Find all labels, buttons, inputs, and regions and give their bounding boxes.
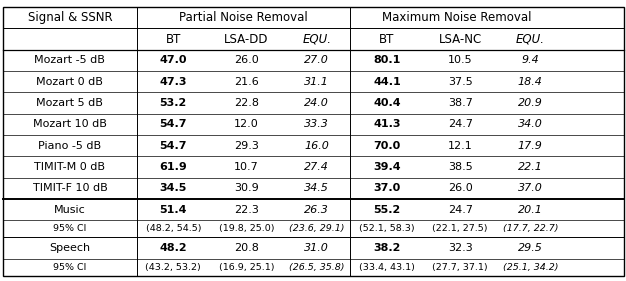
Text: 29.3: 29.3 xyxy=(234,140,259,151)
Text: 37.5: 37.5 xyxy=(448,77,473,87)
Text: 20.8: 20.8 xyxy=(234,243,259,253)
Text: 10.5: 10.5 xyxy=(448,55,473,65)
Text: (19.8, 25.0): (19.8, 25.0) xyxy=(219,224,274,233)
Text: Music: Music xyxy=(54,205,86,215)
Text: 33.3: 33.3 xyxy=(304,119,329,129)
Text: Piano -5 dB: Piano -5 dB xyxy=(38,140,101,151)
Text: 61.9: 61.9 xyxy=(160,162,187,172)
Text: Maximum Noise Removal: Maximum Noise Removal xyxy=(382,11,532,24)
Text: 54.7: 54.7 xyxy=(160,119,187,129)
Text: 34.0: 34.0 xyxy=(518,119,543,129)
Text: 32.3: 32.3 xyxy=(448,243,473,253)
Text: 51.4: 51.4 xyxy=(160,205,187,215)
Text: (26.5, 35.8): (26.5, 35.8) xyxy=(289,263,344,272)
Text: (43.2, 53.2): (43.2, 53.2) xyxy=(145,263,201,272)
Text: 22.8: 22.8 xyxy=(234,98,259,108)
Text: 16.0: 16.0 xyxy=(304,140,329,151)
Text: 70.0: 70.0 xyxy=(373,140,401,151)
Text: LSA-NC: LSA-NC xyxy=(439,33,482,46)
Text: 21.6: 21.6 xyxy=(234,77,259,87)
Text: 55.2: 55.2 xyxy=(373,205,401,215)
Text: 24.7: 24.7 xyxy=(448,119,473,129)
Text: 22.1: 22.1 xyxy=(518,162,543,172)
Text: 27.4: 27.4 xyxy=(304,162,329,172)
Text: 12.0: 12.0 xyxy=(234,119,259,129)
Text: 26.0: 26.0 xyxy=(234,55,259,65)
Text: LSA-DD: LSA-DD xyxy=(224,33,269,46)
Text: 31.1: 31.1 xyxy=(304,77,329,87)
Text: 29.5: 29.5 xyxy=(518,243,543,253)
Text: 95% CI: 95% CI xyxy=(53,224,86,233)
Text: 18.4: 18.4 xyxy=(518,77,543,87)
Text: Signal & SSNR: Signal & SSNR xyxy=(28,11,112,24)
Text: 38.2: 38.2 xyxy=(373,243,401,253)
Text: 38.7: 38.7 xyxy=(448,98,473,108)
Text: Partial Noise Removal: Partial Noise Removal xyxy=(179,11,308,24)
Text: 9.4: 9.4 xyxy=(521,55,539,65)
Text: 30.9: 30.9 xyxy=(234,183,259,193)
Text: 26.0: 26.0 xyxy=(448,183,473,193)
Text: 54.7: 54.7 xyxy=(160,140,187,151)
Text: 37.0: 37.0 xyxy=(373,183,401,193)
Text: (33.4, 43.1): (33.4, 43.1) xyxy=(359,263,415,272)
Text: (22.1, 27.5): (22.1, 27.5) xyxy=(433,224,488,233)
Text: Mozart 5 dB: Mozart 5 dB xyxy=(36,98,103,108)
Text: Mozart 0 dB: Mozart 0 dB xyxy=(36,77,103,87)
Text: EQU.: EQU. xyxy=(516,33,545,46)
Text: EQU.: EQU. xyxy=(302,33,331,46)
Text: BT: BT xyxy=(379,33,394,46)
Text: 26.3: 26.3 xyxy=(304,205,329,215)
Text: 48.2: 48.2 xyxy=(160,243,187,253)
Text: Speech: Speech xyxy=(49,243,90,253)
Text: 40.4: 40.4 xyxy=(373,98,401,108)
Text: 20.1: 20.1 xyxy=(518,205,543,215)
Text: (52.1, 58.3): (52.1, 58.3) xyxy=(359,224,414,233)
Text: TIMIT-M 0 dB: TIMIT-M 0 dB xyxy=(34,162,105,172)
Text: (23.6, 29.1): (23.6, 29.1) xyxy=(289,224,344,233)
Text: Mozart -5 dB: Mozart -5 dB xyxy=(34,55,105,65)
Text: TIMIT-F 10 dB: TIMIT-F 10 dB xyxy=(33,183,107,193)
Text: 34.5: 34.5 xyxy=(304,183,329,193)
Text: 47.3: 47.3 xyxy=(160,77,187,87)
Text: 22.3: 22.3 xyxy=(234,205,259,215)
Text: 53.2: 53.2 xyxy=(160,98,187,108)
Text: 37.0: 37.0 xyxy=(518,183,543,193)
Text: 95% CI: 95% CI xyxy=(53,263,86,272)
Text: 20.9: 20.9 xyxy=(518,98,543,108)
Text: (25.1, 34.2): (25.1, 34.2) xyxy=(503,263,558,272)
Text: 44.1: 44.1 xyxy=(373,77,401,87)
Text: (27.7, 37.1): (27.7, 37.1) xyxy=(433,263,488,272)
Text: 24.7: 24.7 xyxy=(448,205,473,215)
Text: 12.1: 12.1 xyxy=(448,140,473,151)
Text: 38.5: 38.5 xyxy=(448,162,473,172)
Text: (16.9, 25.1): (16.9, 25.1) xyxy=(219,263,274,272)
Text: 41.3: 41.3 xyxy=(373,119,401,129)
Text: 24.0: 24.0 xyxy=(304,98,329,108)
Text: Mozart 10 dB: Mozart 10 dB xyxy=(33,119,107,129)
Text: 17.9: 17.9 xyxy=(518,140,543,151)
Text: 80.1: 80.1 xyxy=(373,55,401,65)
Text: 31.0: 31.0 xyxy=(304,243,329,253)
Text: (17.7, 22.7): (17.7, 22.7) xyxy=(503,224,558,233)
Text: 47.0: 47.0 xyxy=(160,55,187,65)
Text: 10.7: 10.7 xyxy=(234,162,259,172)
Text: 27.0: 27.0 xyxy=(304,55,329,65)
Text: 34.5: 34.5 xyxy=(160,183,187,193)
Text: 39.4: 39.4 xyxy=(373,162,401,172)
Text: BT: BT xyxy=(166,33,181,46)
Text: (48.2, 54.5): (48.2, 54.5) xyxy=(145,224,201,233)
